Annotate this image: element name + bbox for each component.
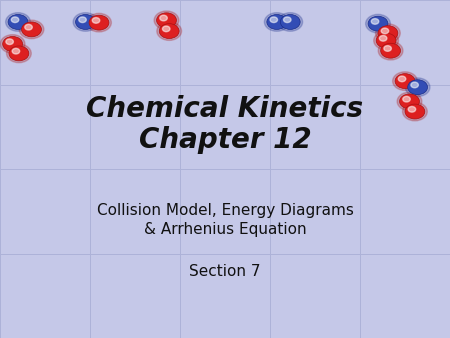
Circle shape <box>157 22 182 41</box>
Circle shape <box>267 15 287 29</box>
Circle shape <box>381 28 389 34</box>
Circle shape <box>384 46 392 51</box>
Circle shape <box>3 37 22 51</box>
Circle shape <box>378 26 398 41</box>
Circle shape <box>8 15 28 29</box>
Circle shape <box>154 11 179 30</box>
Circle shape <box>408 106 416 112</box>
Circle shape <box>157 13 176 28</box>
Circle shape <box>398 76 406 82</box>
Circle shape <box>73 13 98 31</box>
Circle shape <box>9 46 29 61</box>
Text: Collision Model, Energy Diagrams
& Arrhenius Equation: Collision Model, Energy Diagrams & Arrhe… <box>97 203 353 237</box>
Circle shape <box>19 20 44 39</box>
Circle shape <box>405 78 430 97</box>
Circle shape <box>365 14 391 33</box>
Circle shape <box>397 92 422 111</box>
Text: Chemical Kinetics
Chapter 12: Chemical Kinetics Chapter 12 <box>86 95 364 154</box>
Circle shape <box>375 24 401 42</box>
Circle shape <box>368 16 388 31</box>
Circle shape <box>22 22 41 37</box>
Circle shape <box>79 17 86 23</box>
Circle shape <box>376 33 396 48</box>
Circle shape <box>6 13 31 31</box>
Circle shape <box>86 13 112 32</box>
Circle shape <box>381 43 400 58</box>
Circle shape <box>403 102 428 121</box>
Circle shape <box>392 72 418 90</box>
Circle shape <box>12 48 20 54</box>
Circle shape <box>6 39 14 45</box>
Circle shape <box>160 15 167 21</box>
Circle shape <box>89 15 109 30</box>
Circle shape <box>7 44 32 63</box>
Circle shape <box>379 35 387 41</box>
Circle shape <box>270 17 278 23</box>
Circle shape <box>159 24 179 39</box>
Circle shape <box>371 19 379 24</box>
Circle shape <box>378 41 403 60</box>
Circle shape <box>374 31 399 50</box>
Circle shape <box>92 18 100 23</box>
Circle shape <box>405 104 425 119</box>
Circle shape <box>162 26 170 32</box>
Circle shape <box>284 17 291 23</box>
Circle shape <box>11 17 19 23</box>
Circle shape <box>411 82 419 88</box>
Text: Section 7: Section 7 <box>189 264 261 279</box>
Circle shape <box>278 13 302 31</box>
Circle shape <box>0 34 25 53</box>
Circle shape <box>400 94 419 109</box>
Circle shape <box>408 80 427 95</box>
Circle shape <box>25 24 32 30</box>
Circle shape <box>403 96 410 102</box>
Circle shape <box>280 15 300 29</box>
Circle shape <box>265 13 289 31</box>
Circle shape <box>76 15 95 29</box>
Circle shape <box>395 74 415 89</box>
